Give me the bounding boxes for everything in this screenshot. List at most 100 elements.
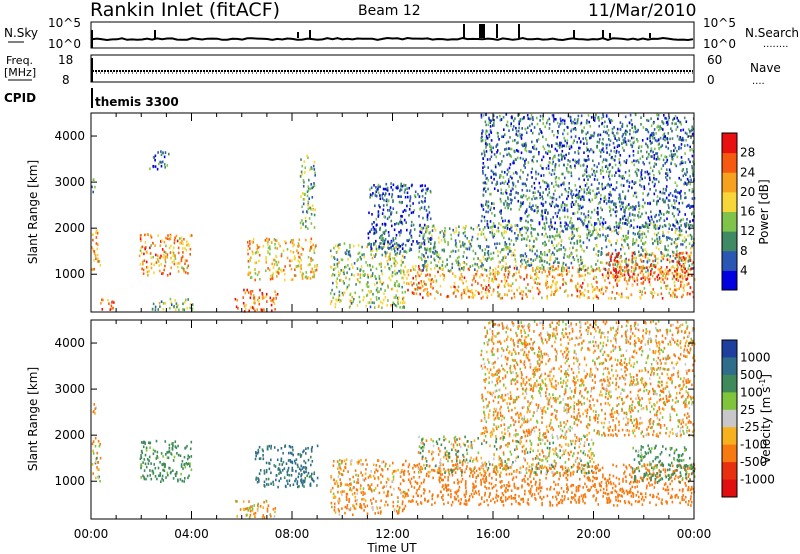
heatmap-cell-13 xyxy=(630,219,632,222)
heatmap-cell-13 xyxy=(613,174,616,177)
heatmap-cell-13 xyxy=(684,144,686,147)
heatmap-cell-13 xyxy=(563,119,566,123)
heatmap-cell-13 xyxy=(514,185,517,188)
heatmap-cell-13 xyxy=(514,196,516,200)
heatmap-cell-3 xyxy=(172,250,174,254)
heatmap-cell-13 xyxy=(563,136,565,140)
heatmap-cell-8 xyxy=(307,187,310,191)
heatmap-cell-12 xyxy=(518,269,520,272)
heatmap-cell-13 xyxy=(606,125,608,128)
heatmap-cell-13 xyxy=(619,197,622,201)
heatmap-cell-12 xyxy=(441,248,444,252)
heatmap-cell-12 xyxy=(442,267,444,271)
heatmap-cell-7 xyxy=(277,271,280,275)
heatmap-cell-12 xyxy=(601,247,603,250)
heatmap-cell-10 xyxy=(400,214,402,218)
heatmap-cell-13 xyxy=(579,185,581,189)
heatmap-cell-13 xyxy=(597,134,599,137)
heatmap-cell-13 xyxy=(574,135,577,138)
heatmap-cell-13 xyxy=(688,227,691,231)
heatmap-cell-9 xyxy=(336,265,339,268)
heatmap-cell-11 xyxy=(535,277,537,281)
heatmap-cell-10 xyxy=(373,184,375,187)
heatmap-cell-2 xyxy=(152,452,155,456)
heatmap-cell-13 xyxy=(618,169,621,173)
heatmap-cell-11 xyxy=(511,274,514,278)
heatmap-cell-13 xyxy=(586,175,588,178)
heatmap-cell-7 xyxy=(298,238,301,241)
heatmap-cell-13 xyxy=(666,210,669,213)
heatmap-cell-5 xyxy=(161,160,164,164)
heatmap-cell-13 xyxy=(652,220,655,224)
heatmap-cell-13 xyxy=(525,219,527,223)
heatmap-cell-12 xyxy=(627,231,629,235)
heatmap-cell-8 xyxy=(301,205,303,209)
heatmap-cell-10 xyxy=(378,245,380,248)
heatmap-cell-11 xyxy=(503,273,506,276)
heatmap-cell-10 xyxy=(405,209,407,213)
noise-sky-trace xyxy=(91,36,694,42)
heatmap-cell-10 xyxy=(382,239,384,242)
heatmap-cell-12 xyxy=(476,263,478,266)
heatmap-cell-13 xyxy=(662,191,664,195)
heatmap-cell-5 xyxy=(152,165,154,168)
heatmap-cell-3 xyxy=(273,515,276,518)
heatmap-cell-12 xyxy=(579,255,582,259)
heatmap-cell-4 xyxy=(169,297,172,301)
heatmap-cell-11 xyxy=(641,293,643,296)
heatmap-cell-2 xyxy=(166,471,169,475)
heatmap-cell-10 xyxy=(409,199,411,203)
heatmap-cell-13 xyxy=(508,180,510,183)
heatmap-cell-13 xyxy=(673,202,676,205)
heatmap-cell-13 xyxy=(619,204,622,208)
heatmap-cell-14 xyxy=(657,273,660,277)
heatmap-cell-12 xyxy=(552,261,555,265)
heatmap-cell-13 xyxy=(570,171,573,175)
heatmap-cell-14 xyxy=(641,268,644,271)
heatmap-cell-7 xyxy=(266,239,268,242)
heatmap-cell-13 xyxy=(634,208,636,211)
heatmap-cell-13 xyxy=(641,169,643,172)
heatmap-cell-13 xyxy=(671,204,673,208)
heatmap-cell-13 xyxy=(624,140,627,144)
heatmap-cell-11 xyxy=(679,285,682,288)
heatmap-cell-14 xyxy=(666,272,668,276)
heatmap-cell-13 xyxy=(656,195,659,198)
heatmap-cell-6 xyxy=(237,307,239,310)
heatmap-cell-11 xyxy=(496,272,499,276)
heatmap-cell-13 xyxy=(636,138,638,141)
heatmap-cell-12 xyxy=(542,242,544,245)
heatmap-cell-6 xyxy=(266,300,268,303)
heatmap-cell-3 xyxy=(170,244,172,248)
heatmap-cell-11 xyxy=(498,294,500,298)
heatmap-cell-2 xyxy=(174,440,177,443)
heatmap-cell-10 xyxy=(410,234,413,238)
heatmap-cell-11 xyxy=(691,290,694,294)
heatmap-cell-10 xyxy=(397,195,400,198)
heatmap-cell-13 xyxy=(646,170,649,174)
heatmap-cell-3 xyxy=(182,251,184,254)
heatmap-cell-13 xyxy=(544,125,546,129)
heatmap-cell-13 xyxy=(583,219,586,222)
heatmap-cell-13 xyxy=(662,198,664,201)
heatmap-cell-13 xyxy=(553,134,555,137)
heatmap-cell-14 xyxy=(675,275,678,279)
heatmap-cell-2 xyxy=(149,446,151,449)
heatmap-cell-10 xyxy=(411,183,413,187)
heatmap-cell-2 xyxy=(102,298,104,302)
heatmap-cell-9 xyxy=(380,265,382,268)
heatmap-cell-10 xyxy=(396,247,399,251)
heatmap-cell-12 xyxy=(673,267,676,270)
heatmap-cell-13 xyxy=(565,145,568,148)
heatmap-cell-9 xyxy=(366,264,369,267)
heatmap-cell-12 xyxy=(504,241,506,244)
heatmap-cell-13 xyxy=(608,170,611,174)
heatmap-cell-3 xyxy=(173,241,176,245)
heatmap-cell-13 xyxy=(482,114,485,117)
heatmap-cell-13 xyxy=(518,126,520,130)
heatmap-cell-12 xyxy=(640,253,642,256)
heatmap-cell-13 xyxy=(562,118,564,122)
heatmap-cell-12 xyxy=(437,260,440,264)
heatmap-cell-9 xyxy=(340,299,342,302)
heatmap-cell-12 xyxy=(450,250,453,254)
